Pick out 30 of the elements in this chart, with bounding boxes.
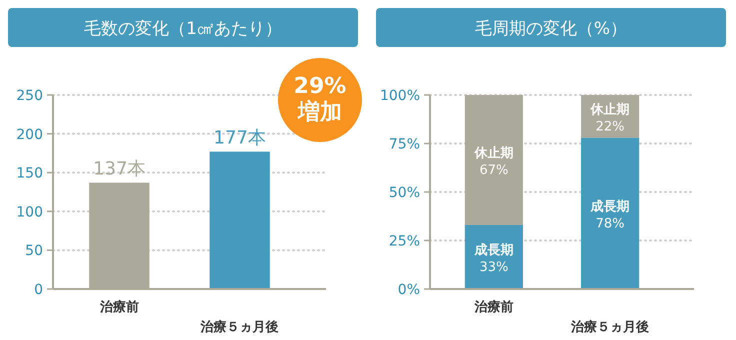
x-tick-label: 治療前 — [473, 299, 514, 315]
data-label: 67% — [479, 162, 508, 178]
data-label: 33% — [479, 260, 508, 275]
annotation: 29% 増加 — [294, 74, 346, 125]
y-tick-label: 75% — [388, 136, 420, 152]
text: 休止期 — [474, 146, 514, 161]
data-label: 137本 — [93, 158, 146, 180]
y-tick-label: 0% — [398, 282, 420, 298]
y-tick-label: 25% — [388, 234, 420, 250]
data-label: 177本 — [214, 128, 266, 149]
x-tick-label: 治療前 — [98, 299, 139, 315]
y-tick-label: 200 — [16, 126, 43, 143]
x-tick-label: 治療５ヵ月後 — [570, 319, 650, 335]
bar — [464, 95, 523, 225]
y-tick-label: 250 — [16, 88, 43, 104]
data-label: 78% — [596, 216, 625, 232]
chart-title: 毛周期の変化（%） — [474, 19, 628, 39]
series-label: 成長期 — [473, 242, 514, 258]
y-tick-label: 100 — [16, 204, 43, 220]
series-label: 休止期 — [590, 102, 630, 118]
y-tick-label: 50 — [25, 243, 43, 260]
data-label: 22% — [596, 119, 625, 134]
y-tick-label: 0 — [34, 282, 43, 298]
text: 成長期 — [590, 199, 630, 214]
y-tick-label: 100% — [380, 88, 420, 104]
bar — [581, 138, 640, 289]
y-tick-label: 150 — [16, 166, 43, 182]
y-tick-label: 50% — [388, 185, 420, 201]
x-tick-label: 治療５ヵ月後 — [200, 319, 279, 335]
chart-title: 毛数の変化（1㎠あたり） — [84, 19, 282, 39]
